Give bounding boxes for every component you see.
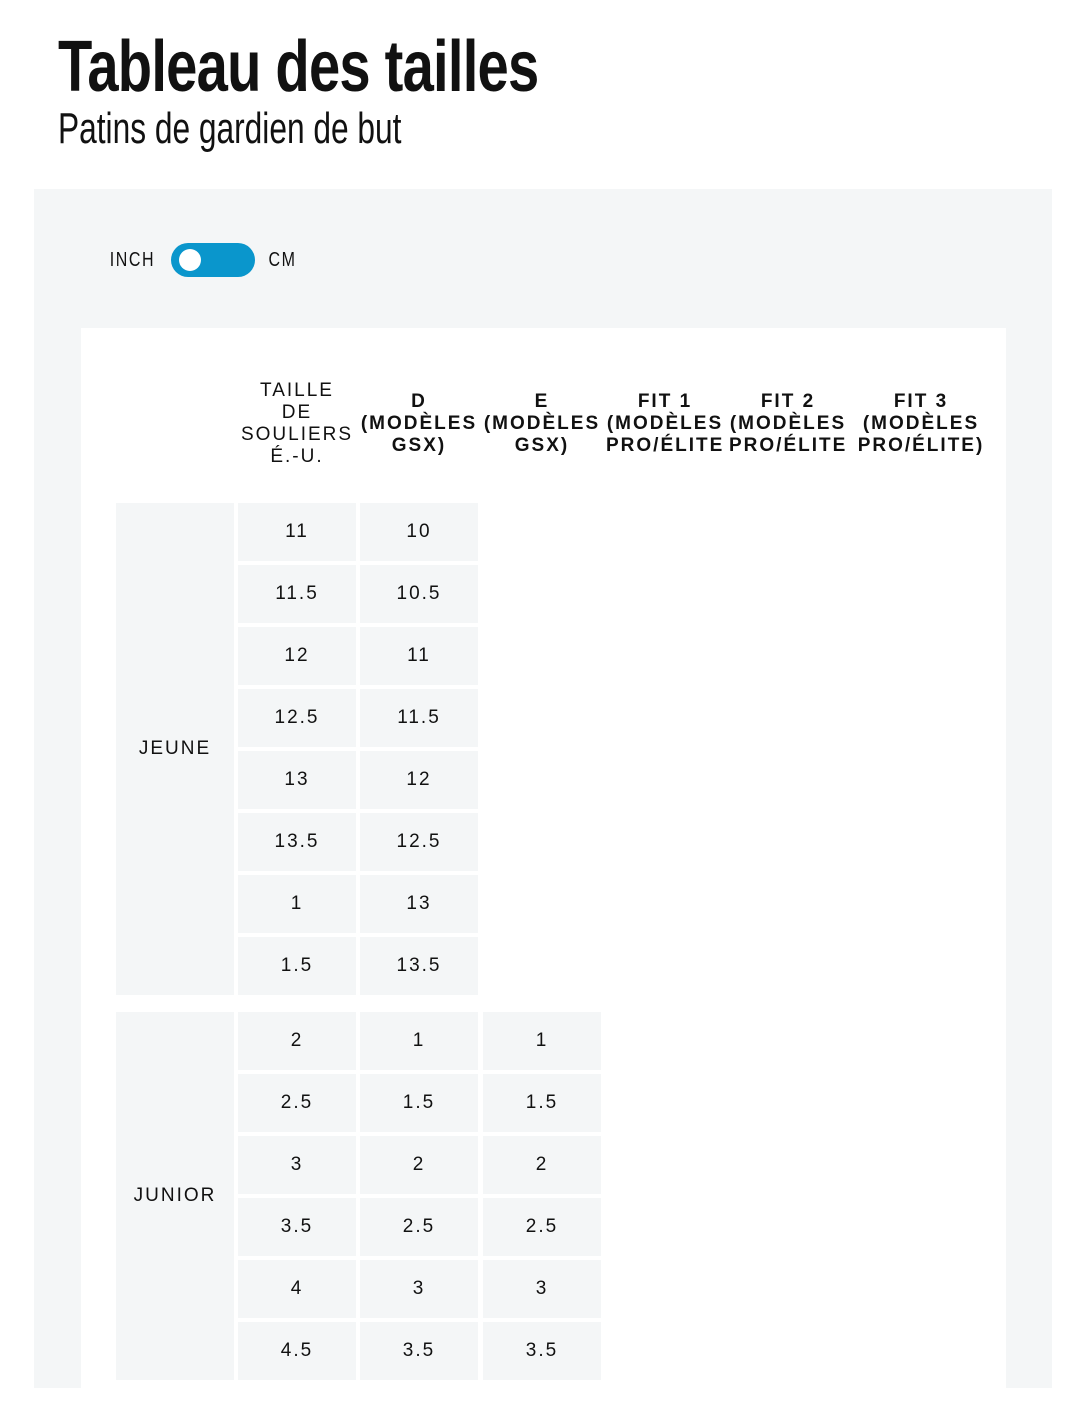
- column-header-line: (MODÈLES: [729, 413, 847, 434]
- table-cell: 11: [238, 503, 356, 561]
- table-cell: 4.5: [238, 1322, 356, 1380]
- table-cell: 10: [360, 503, 478, 561]
- table-cell: 13.5: [238, 813, 356, 871]
- table-cell: 11.5: [238, 565, 356, 623]
- table-cell: 3: [238, 1136, 356, 1194]
- column-header: FIT 1 (MODÈLES PRO/ÉLITE): [606, 391, 724, 457]
- column-header-line: DE: [281, 402, 313, 423]
- table-cell: 1: [360, 1012, 478, 1070]
- table-cell: 2: [238, 1012, 356, 1070]
- column-header-line: SOULIERS: [240, 424, 354, 445]
- table-cell: 2: [483, 1136, 601, 1194]
- table-cell: 3.5: [483, 1322, 601, 1380]
- table-cell: 3.5: [238, 1198, 356, 1256]
- table-cell: 3: [483, 1260, 601, 1318]
- column-header-line: (MODÈLES: [606, 413, 724, 434]
- table-cell: 2.5: [483, 1198, 601, 1256]
- table-cell: 2: [360, 1136, 478, 1194]
- group-label: JEUNE: [116, 503, 234, 995]
- table-cell: 2.5: [360, 1198, 478, 1256]
- column-header-line: (MODÈLES: [483, 413, 601, 434]
- column-header-line: GSX): [391, 435, 447, 456]
- column-header-line: TAILLE: [260, 380, 334, 401]
- column-header-line: PRO/ÉLITE): [606, 435, 724, 456]
- column-header: E (MODÈLES GSX): [483, 391, 601, 457]
- column-header-line: FIT 3: [893, 391, 949, 412]
- column-header-line: FIT 1: [637, 391, 693, 412]
- column-header-line: É.-U.: [270, 446, 324, 467]
- column-header: D (MODÈLES GSX): [360, 391, 478, 457]
- unit-inch-label[interactable]: INCH: [109, 248, 156, 271]
- table-cell: 2.5: [238, 1074, 356, 1132]
- table-cell: 13.5: [360, 937, 478, 995]
- table-cell: 1: [238, 875, 356, 933]
- column-header-line: E: [534, 391, 550, 412]
- column-header: TAILLE DE SOULIERS É.-U.: [238, 380, 356, 468]
- unit-toggle[interactable]: INCH CM: [104, 243, 300, 277]
- unit-cm-label[interactable]: CM: [268, 248, 297, 271]
- table-cell: 4: [238, 1260, 356, 1318]
- table-cell: 11.5: [360, 689, 478, 747]
- table-cell: 3.5: [360, 1322, 478, 1380]
- column-header-line: PRO/ÉLITE): [729, 435, 847, 456]
- column-header-line: (MODÈLES: [360, 413, 478, 434]
- column-header-line: GSX): [514, 435, 570, 456]
- table-cell: 1.5: [483, 1074, 601, 1132]
- column-header-line: D: [411, 391, 427, 412]
- table-cell: 13: [238, 751, 356, 809]
- column-header-line: (MODÈLES: [862, 413, 980, 434]
- table-cell: 1.5: [238, 937, 356, 995]
- column-header: FIT 2 (MODÈLES PRO/ÉLITE): [729, 391, 847, 457]
- table-cell: 12.5: [360, 813, 478, 871]
- table-cell: 3: [360, 1260, 478, 1318]
- table-cell: 12: [360, 751, 478, 809]
- table-cell: 1.5: [360, 1074, 478, 1132]
- table-cell: 1: [483, 1012, 601, 1070]
- table-cell: 10.5: [360, 565, 478, 623]
- table-cell: 12.5: [238, 689, 356, 747]
- table-cell: 12: [238, 627, 356, 685]
- column-header-line: FIT 2: [760, 391, 816, 412]
- column-header: FIT 3 (MODÈLES PRO/ÉLITE): [851, 391, 991, 457]
- group-label: JUNIOR: [116, 1012, 234, 1380]
- table-cell: 11: [360, 627, 478, 685]
- page-title: Tableau des tailles: [58, 27, 539, 107]
- page-subtitle: Patins de gardien de but: [58, 104, 402, 153]
- table-cell: 13: [360, 875, 478, 933]
- unit-switch[interactable]: [170, 243, 255, 277]
- switch-knob: [178, 249, 201, 271]
- column-header-line: PRO/ÉLITE): [857, 435, 985, 456]
